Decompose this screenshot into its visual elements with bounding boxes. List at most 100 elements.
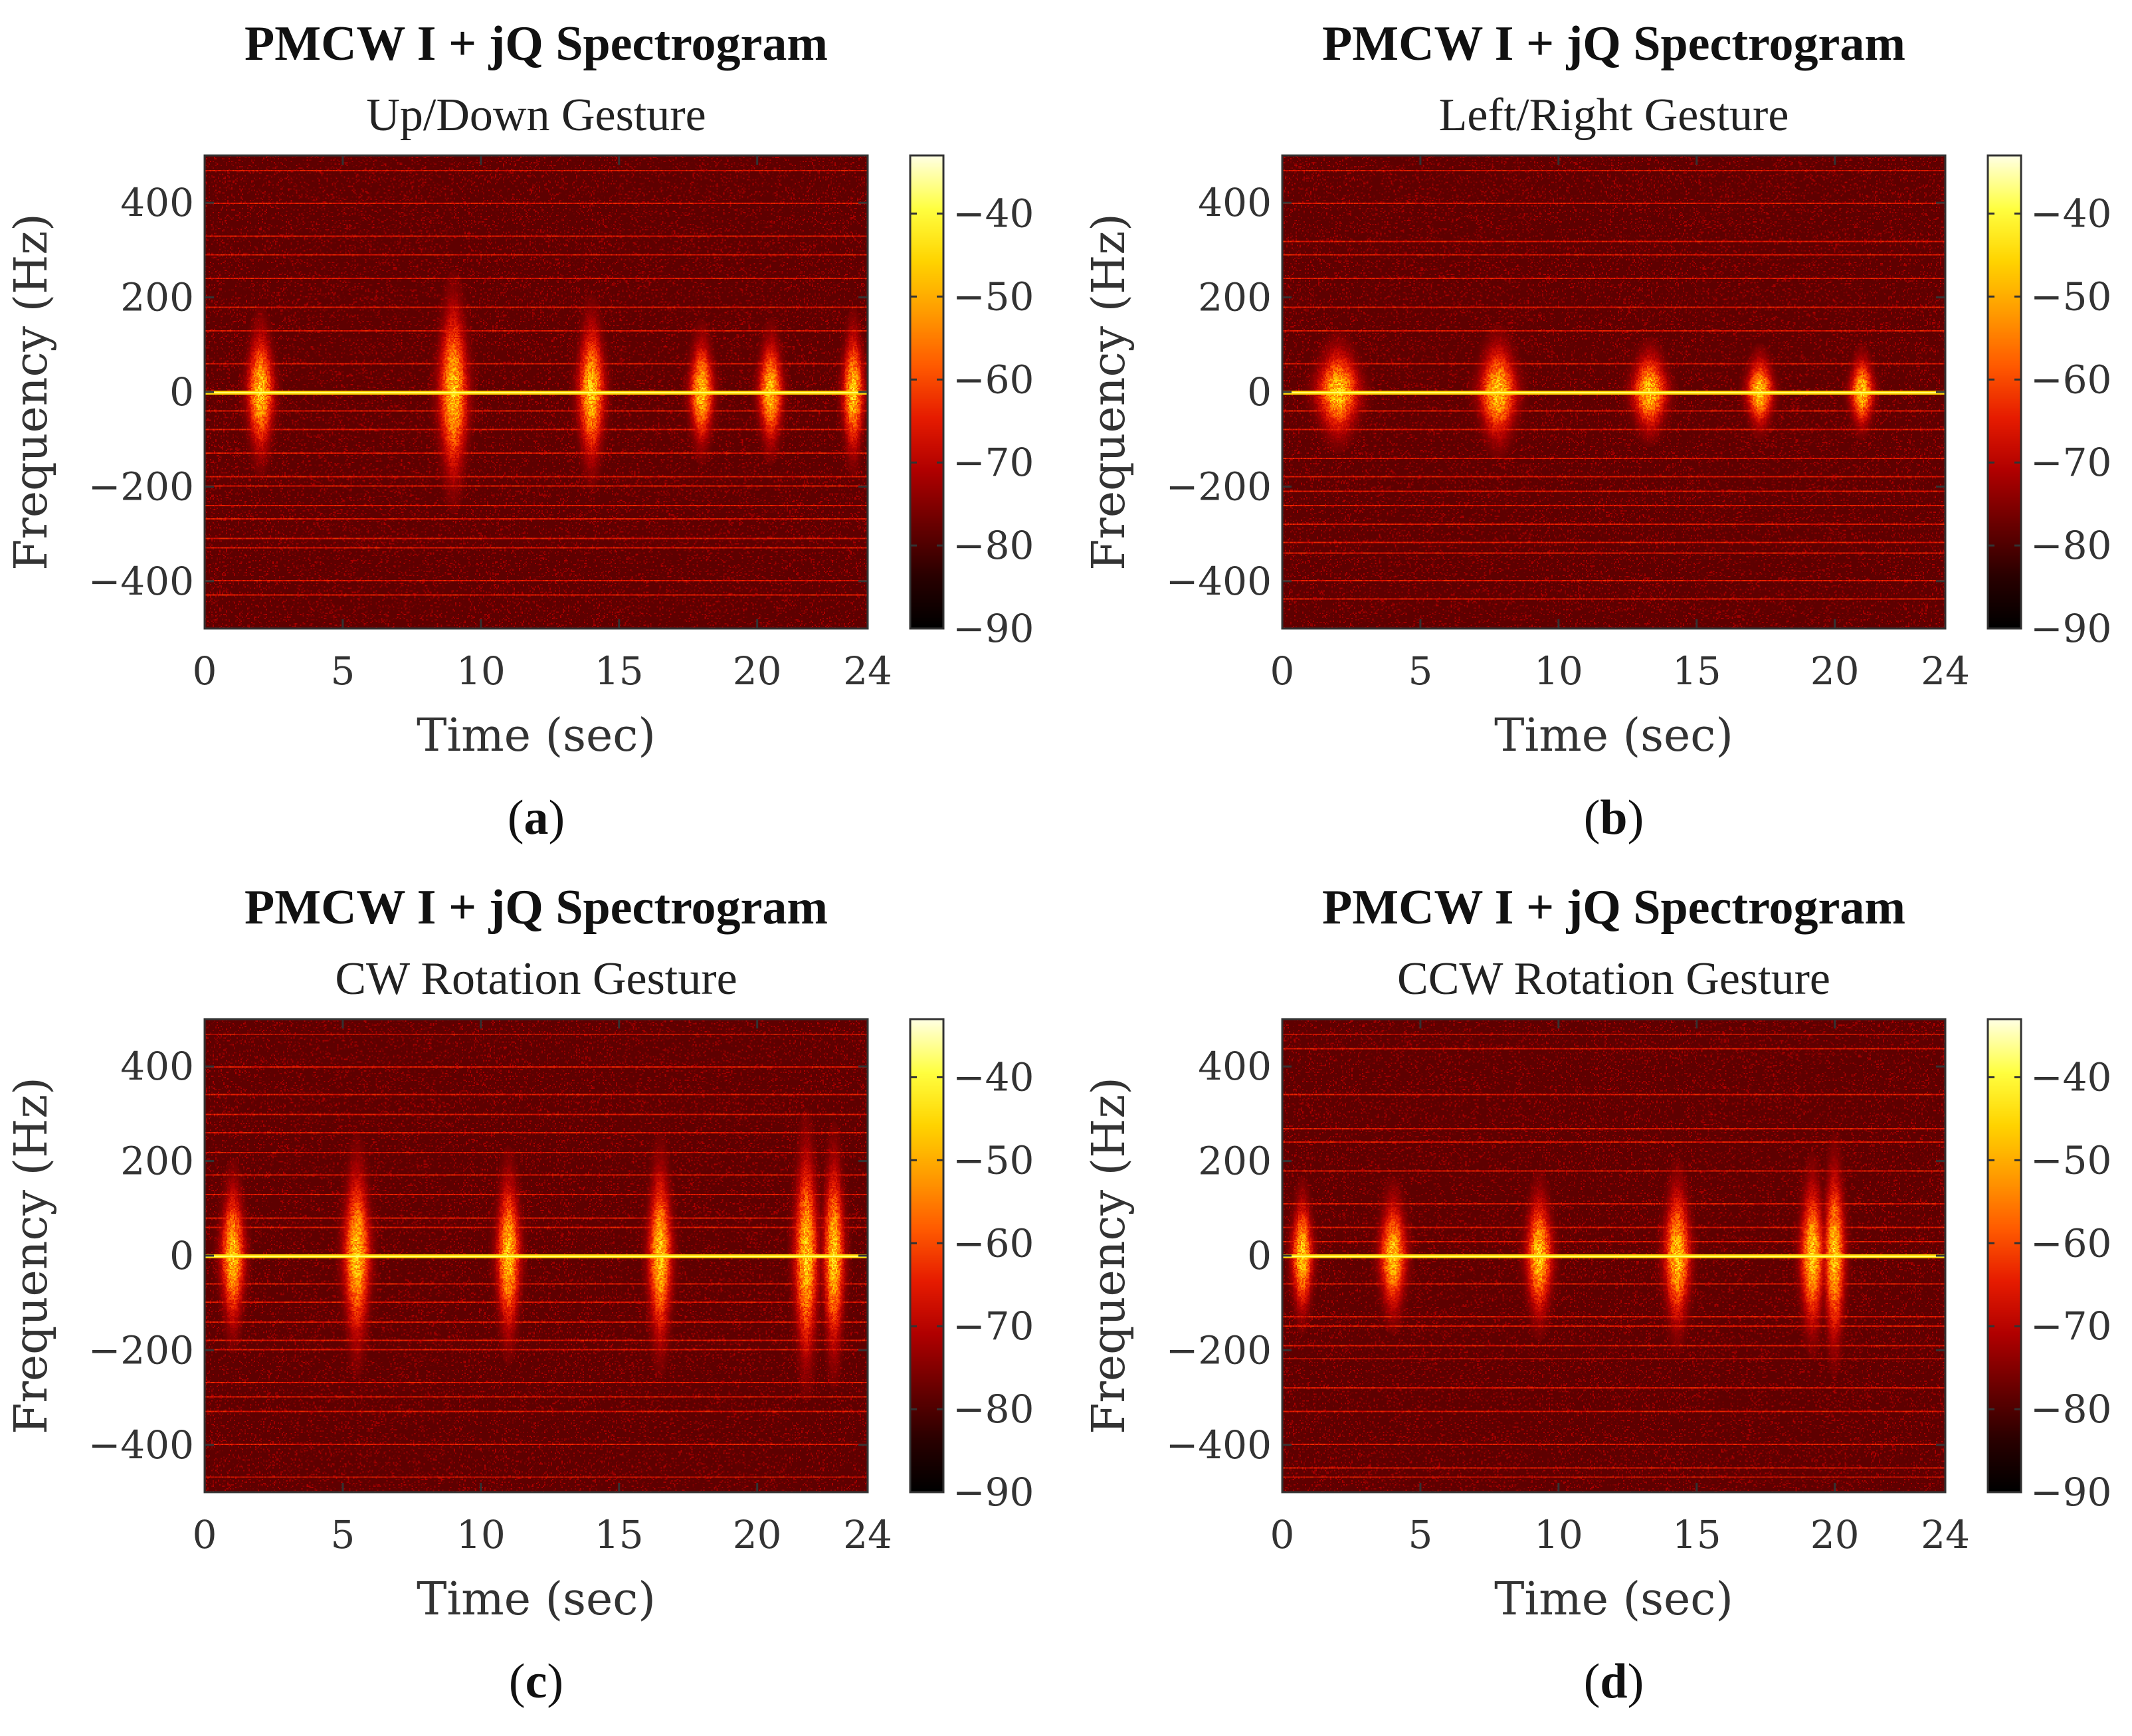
colorbar-frame	[1987, 1018, 2022, 1494]
x-tick-label: 24	[1921, 1512, 1970, 1557]
colorbar-tick-label: −40	[953, 191, 1034, 236]
x-tick-label: 20	[733, 1512, 782, 1557]
chart-title: PMCW I + jQ Spectrogram	[1322, 17, 1905, 71]
x-tick-label: 0	[193, 648, 217, 694]
x-tick-label: 24	[843, 648, 892, 694]
panel-a: PMCW I + jQ Spectrogram Up/Down Gesture 0 5…	[5, 17, 1034, 845]
chart-subtitle: Left/Right Gesture	[1439, 90, 1789, 141]
x-tick-label: 5	[330, 1512, 355, 1557]
x-tick-label: 20	[1810, 648, 1860, 694]
x-tick-label: 0	[1270, 1512, 1295, 1557]
spectrogram-heatmap	[1282, 1019, 1945, 1492]
colorbar-tick-label: −70	[953, 440, 1034, 485]
panel-b: PMCW I + jQ Spectrogram Left/Right Gestur…	[1083, 17, 2111, 845]
chart-subtitle: Up/Down Gesture	[366, 90, 706, 141]
panel-caption: (a)	[508, 791, 565, 845]
x-axis-label: Time (sec)	[1494, 710, 1733, 762]
y-tick-label: 0	[1247, 369, 1272, 415]
x-tick-label: 15	[595, 1512, 644, 1557]
y-tick-label: −200	[88, 464, 194, 509]
chart-title: PMCW I + jQ Spectrogram	[244, 17, 828, 71]
colorbar-tick-label: −60	[953, 357, 1034, 402]
x-tick-label: 5	[330, 648, 355, 694]
chart-subtitle: CCW Rotation Gesture	[1397, 953, 1830, 1005]
chart-subtitle: CW Rotation Gesture	[335, 953, 737, 1005]
y-tick-label: −400	[1166, 559, 1272, 604]
y-tick-label: 0	[169, 1233, 194, 1278]
x-axis-label: Time (sec)	[417, 710, 656, 762]
y-axis-label: Frequency (Hz)	[5, 213, 58, 571]
y-axis-label: Frequency (Hz)	[1083, 213, 1135, 571]
panel-caption: (b)	[1584, 791, 1644, 845]
y-tick-label: 200	[120, 275, 194, 320]
x-tick-label: 10	[456, 1512, 506, 1557]
colorbar-tick-label: −70	[953, 1303, 1034, 1349]
x-tick-label: 0	[193, 1512, 217, 1557]
x-tick-label: 10	[456, 648, 506, 694]
colorbar-frame	[909, 1018, 945, 1494]
y-axis-label: Frequency (Hz)	[5, 1077, 58, 1434]
x-tick-label: 0	[1270, 648, 1295, 694]
colorbar-tick-label: −90	[953, 606, 1034, 651]
y-tick-label: 400	[1198, 1044, 1272, 1089]
panel-d: PMCW I + jQ Spectrogram CCW Rotation Gest…	[1083, 880, 2111, 1709]
colorbar	[910, 1019, 943, 1492]
chart-title: PMCW I + jQ Spectrogram	[244, 880, 828, 935]
colorbar-frame	[909, 154, 945, 630]
y-tick-label: −400	[88, 559, 194, 604]
y-tick-label: 200	[1198, 1139, 1272, 1184]
y-axis-label: Frequency (Hz)	[1083, 1077, 1135, 1434]
x-tick-label: 5	[1408, 648, 1432, 694]
x-tick-label: 15	[1672, 648, 1721, 694]
colorbar-tick-label: −50	[2030, 274, 2111, 319]
spectrogram-heatmap	[1282, 155, 1945, 628]
colorbar-tick-label: −70	[2030, 1303, 2111, 1349]
colorbar	[1988, 1019, 2021, 1492]
colorbar-frame	[1987, 154, 2022, 630]
panel-caption: (c)	[509, 1654, 563, 1709]
y-tick-label: 200	[1198, 275, 1272, 320]
y-tick-label: 400	[1198, 180, 1272, 225]
colorbar	[910, 155, 943, 628]
colorbar	[1988, 155, 2021, 628]
colorbar-tick-label: −40	[2030, 191, 2111, 236]
colorbar-tick-label: −40	[2030, 1054, 2111, 1100]
colorbar-tick-label: −90	[2030, 606, 2111, 651]
panel-caption: (d)	[1584, 1654, 1644, 1709]
colorbar-tick-label: −60	[2030, 357, 2111, 402]
y-tick-label: −200	[88, 1327, 194, 1373]
x-tick-label: 24	[1921, 648, 1970, 694]
colorbar-tick-label: −90	[953, 1470, 1034, 1515]
y-tick-label: −400	[1166, 1422, 1272, 1468]
colorbar-tick-label: −50	[953, 1137, 1034, 1183]
spectrogram-heatmap	[205, 155, 868, 628]
colorbar-tick-label: −50	[2030, 1137, 2111, 1183]
y-tick-label: 200	[120, 1139, 194, 1184]
chart-title: PMCW I + jQ Spectrogram	[1322, 880, 1905, 935]
x-tick-label: 10	[1534, 648, 1583, 694]
panel-c: PMCW I + jQ Spectrogram CW Rotation Gestu…	[5, 880, 1034, 1709]
y-tick-label: 0	[169, 369, 194, 415]
x-tick-label: 20	[1810, 1512, 1860, 1557]
x-tick-label: 20	[733, 648, 782, 694]
colorbar-tick-label: −40	[953, 1054, 1034, 1100]
colorbar-tick-label: −50	[953, 274, 1034, 319]
x-tick-label: 15	[595, 648, 644, 694]
colorbar-tick-label: −60	[2030, 1220, 2111, 1266]
colorbar-tick-label: −80	[2030, 523, 2111, 568]
x-tick-label: 15	[1672, 1512, 1721, 1557]
y-tick-label: 0	[1247, 1233, 1272, 1278]
x-tick-label: 5	[1408, 1512, 1432, 1557]
colorbar-tick-label: −80	[2030, 1387, 2111, 1432]
x-axis-label: Time (sec)	[1494, 1573, 1733, 1626]
colorbar-tick-label: −60	[953, 1220, 1034, 1266]
y-tick-label: 400	[120, 1044, 194, 1089]
colorbar-tick-label: −80	[953, 523, 1034, 568]
y-tick-label: −400	[88, 1422, 194, 1468]
x-tick-label: 24	[843, 1512, 892, 1557]
y-tick-label: −200	[1166, 1327, 1272, 1373]
spectrogram-heatmap	[205, 1019, 868, 1492]
colorbar-tick-label: −90	[2030, 1470, 2111, 1515]
x-axis-label: Time (sec)	[417, 1573, 656, 1626]
